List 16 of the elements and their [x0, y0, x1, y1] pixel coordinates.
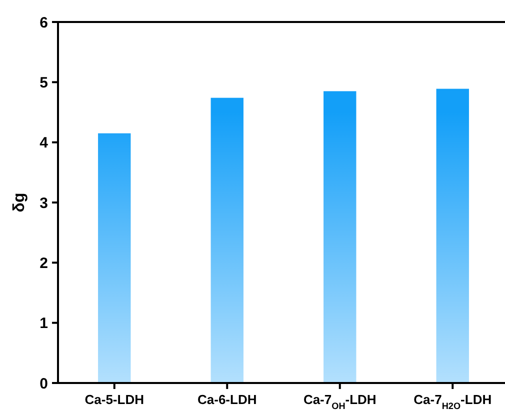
x-tick-label: Ca-7$_{OH}$-LDH: [303, 392, 376, 411]
x-tick-label: Ca-5-LDH: [84, 392, 144, 407]
bar: [324, 91, 356, 383]
bar: [210, 98, 244, 383]
y-tick-label: 5: [40, 74, 48, 92]
y-tick-label: 1: [40, 315, 48, 332]
y-tick-label: 4: [40, 134, 49, 152]
bar: [98, 133, 131, 383]
y-tick-label: 0: [40, 375, 48, 392]
x-tick-label: Ca-7$_{H2O}$-LDH: [414, 392, 492, 411]
x-tick-label: Ca-6-LDH: [198, 392, 257, 407]
bar: [436, 88, 469, 383]
y-tick-label: 2: [40, 254, 48, 272]
y-axis-title: δg: [11, 192, 28, 212]
y-tick-label: 6: [40, 14, 48, 32]
y-tick-label: 3: [40, 194, 48, 212]
